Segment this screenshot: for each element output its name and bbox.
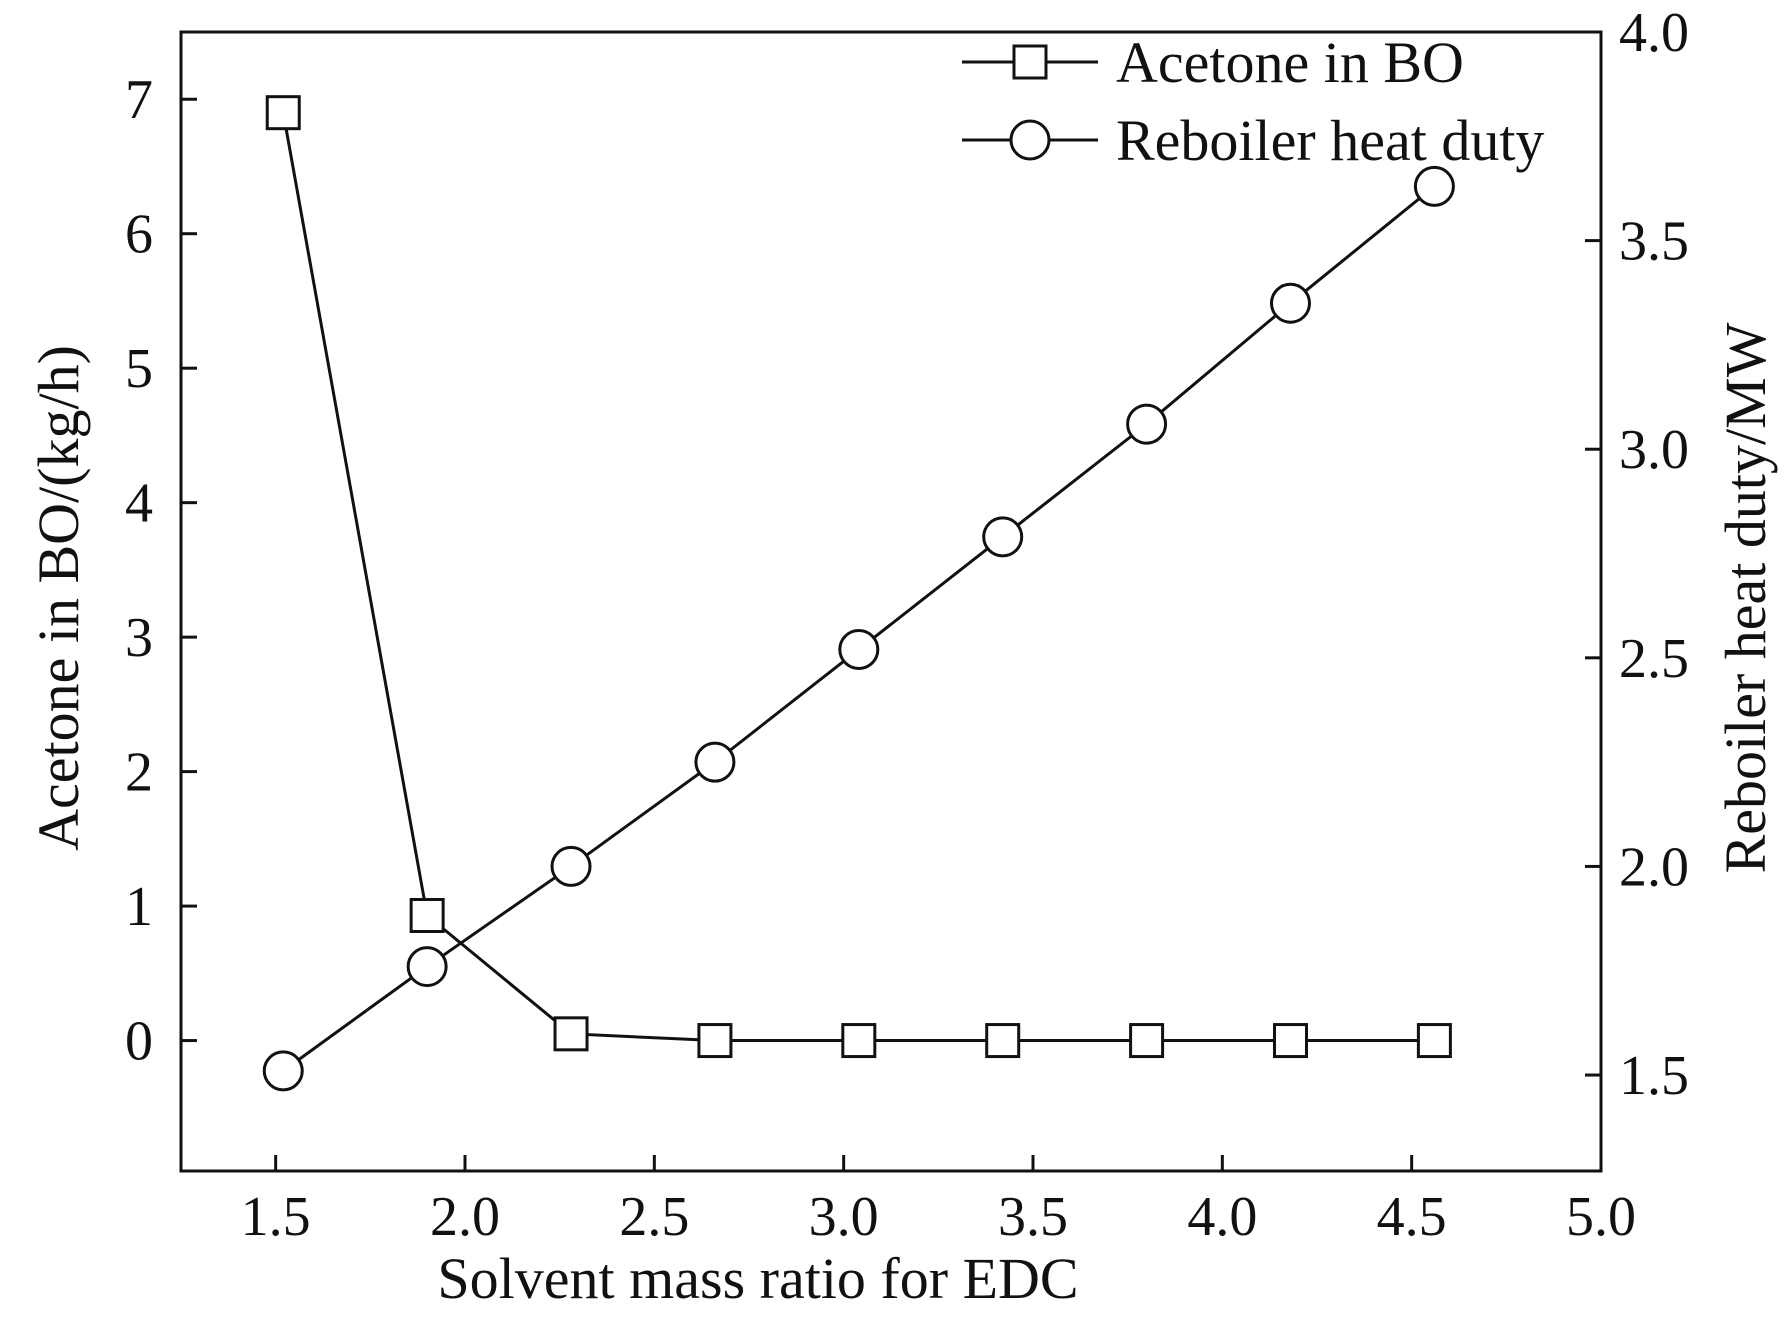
left-y-tick-label: 3 — [125, 607, 153, 669]
acetone-point — [553, 1016, 589, 1052]
x-tick-label: 3.0 — [809, 1186, 879, 1248]
acetone-point — [1272, 1023, 1308, 1059]
reboiler-point — [406, 946, 448, 988]
acetone-point — [1129, 1023, 1165, 1059]
legend-label-acetone: Acetone in BO — [1116, 30, 1464, 95]
right-y-tick-label: 4.0 — [1619, 2, 1689, 64]
right-y-tick-label: 2.0 — [1619, 836, 1689, 898]
x-tick-label: 1.5 — [241, 1186, 311, 1248]
left-y-tick-label: 7 — [125, 69, 153, 131]
x-tick-label: 3.5 — [998, 1186, 1068, 1248]
left-y-tick-label: 0 — [125, 1011, 153, 1073]
left-y-tick-label: 4 — [125, 473, 153, 535]
acetone-point — [409, 897, 445, 933]
right-y-tick-label: 1.5 — [1619, 1045, 1689, 1107]
acetone-point — [841, 1023, 877, 1059]
reboiler-point — [1269, 282, 1311, 324]
acetone-series-line — [281, 112, 1435, 1043]
x-tick-label: 4.0 — [1187, 1186, 1257, 1248]
left-y-tick-label: 1 — [125, 876, 153, 938]
acetone-point — [265, 95, 301, 131]
legend-marker-acetone — [1012, 44, 1048, 80]
reboiler-point — [262, 1050, 304, 1092]
right-y-tick-label: 3.0 — [1619, 419, 1689, 481]
right-y-axis-title: Reboiler heat duty/MW — [1713, 322, 1778, 873]
acetone-point — [697, 1023, 733, 1059]
right-y-tick-label: 2.5 — [1619, 628, 1689, 690]
series-layer — [262, 95, 1455, 1092]
left-y-tick-label: 2 — [125, 742, 153, 804]
x-tick-label: 2.5 — [619, 1186, 689, 1248]
reboiler-point — [838, 628, 880, 670]
acetone-point — [1416, 1023, 1452, 1059]
ticks: 1.5 2.0 2.5 3.0 3.5 4.0 4.5 5.0 0 1 2 3 4 5 6 7 1.5 2.0 2.… — [125, 2, 1689, 1248]
left-y-axis-title: Acetone in BO/(kg/h) — [26, 345, 91, 851]
right-y-tick-label: 3.5 — [1619, 211, 1689, 273]
left-y-tick-label: 6 — [125, 204, 153, 266]
reboiler-point — [694, 741, 736, 783]
legend-label-reboiler: Reboiler heat duty — [1116, 108, 1544, 173]
legend-marker-reboiler — [1009, 119, 1051, 161]
reboiler-point — [1126, 403, 1168, 445]
x-axis-title: Solvent mass ratio for EDC — [437, 1246, 1078, 1311]
acetone-point — [985, 1023, 1021, 1059]
x-tick-label: 4.5 — [1377, 1186, 1447, 1248]
reboiler-point — [982, 516, 1024, 558]
plot-frame — [179, 30, 1603, 1173]
legend: Acetone in BO Reboiler heat duty — [962, 30, 1544, 173]
axes — [179, 30, 1603, 1173]
x-tick-label: 5.0 — [1566, 1186, 1636, 1248]
x-tick-label: 2.0 — [430, 1186, 500, 1248]
reboiler-point — [550, 845, 592, 887]
reboiler-point — [1413, 165, 1455, 207]
left-y-tick-label: 5 — [125, 338, 153, 400]
